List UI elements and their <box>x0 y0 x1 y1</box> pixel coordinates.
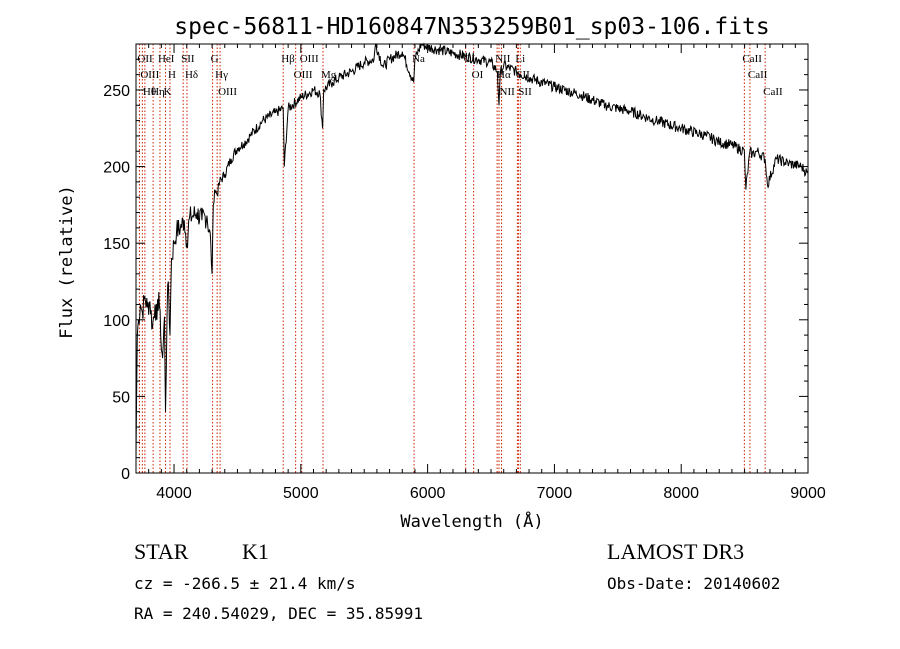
spectral-line-label: Hβ <box>281 53 295 65</box>
x-axis-label: Wavelength (Å) <box>400 510 543 532</box>
coordinates-readout: RA = 240.54029, DEC = 35.85991 <box>134 604 423 623</box>
x-axis-ticks: 4000 5000 6000 7000 8000 9000 <box>135 44 826 502</box>
spectral-line-label: G <box>211 53 219 65</box>
spectral-line-label: SII <box>518 86 532 98</box>
survey-name: LAMOST DR3 <box>607 539 744 564</box>
y-axis-ticks: 0 50 100 150 200 250 <box>103 43 808 483</box>
spectral-line-label: Hα <box>497 69 511 81</box>
y-tick-label: 50 <box>112 389 130 406</box>
spectral-line-label: Hγ <box>215 69 228 81</box>
spectral-line-label: NII <box>500 86 516 98</box>
spectral-line-label: NII <box>495 53 511 65</box>
x-tick-label: 4000 <box>156 485 192 502</box>
y-tick-label: 250 <box>103 83 130 100</box>
x-tick-label: 5000 <box>283 485 319 502</box>
y-tick-label: 150 <box>103 236 130 253</box>
spectral-line-label: CaII <box>742 53 762 65</box>
spectral-line-labels: OIIOIIIHθHηHeIKHSIIHδGHγOIIIHβOIIIOIIIMg… <box>137 53 783 98</box>
spectral-line-label: HeI <box>158 53 175 65</box>
spectral-line-label: SII <box>181 53 195 65</box>
y-axis-label: Flux (relative) <box>57 185 77 339</box>
spectral-line-label: OIII <box>294 69 313 81</box>
chart-title: spec-56811-HD160847N353259B01_sp03-106.f… <box>174 14 769 40</box>
observation-date: Obs-Date: 20140602 <box>607 574 780 593</box>
spectrum-line <box>135 42 809 458</box>
spectral-line-label: CaII <box>748 69 768 81</box>
object-class: STAR <box>134 539 189 564</box>
x-tick-label: 9000 <box>790 485 826 502</box>
spectral-line-label: CaII <box>763 86 783 98</box>
spectral-line-label: Hη <box>151 86 165 98</box>
velocity-readout: cz = -266.5 ± 21.4 km/s <box>134 574 356 593</box>
plot-frame <box>135 43 809 474</box>
spectral-line-label: OI <box>464 53 476 65</box>
spectral-line-label: OI <box>472 69 484 81</box>
spectral-line-label: Mg <box>321 69 337 81</box>
x-tick-label: 6000 <box>410 485 446 502</box>
spectral-line-label: OIII <box>218 86 237 98</box>
spectral-line-label: Hθ <box>143 86 156 98</box>
x-tick-label: 8000 <box>663 485 699 502</box>
spectral-line-label: OII <box>137 53 153 65</box>
spectral-line-label: SII <box>516 69 530 81</box>
spectral-line-label: Hδ <box>185 69 198 81</box>
spectral-line-label: OIII <box>300 53 319 65</box>
y-tick-label: 100 <box>103 313 130 330</box>
spectral-line-label: Na <box>412 53 425 65</box>
spectral-line-label: Li <box>515 53 525 65</box>
spectral-line-label: OIII <box>140 69 159 81</box>
x-tick-label: 7000 <box>537 485 573 502</box>
y-tick-label: 200 <box>103 160 130 177</box>
spectral-line-label: H <box>168 69 176 81</box>
y-tick-label: 0 <box>121 466 130 483</box>
object-subclass: K1 <box>242 539 269 564</box>
spectral-line-label: K <box>164 86 172 98</box>
spectral-line-markers <box>138 44 766 473</box>
